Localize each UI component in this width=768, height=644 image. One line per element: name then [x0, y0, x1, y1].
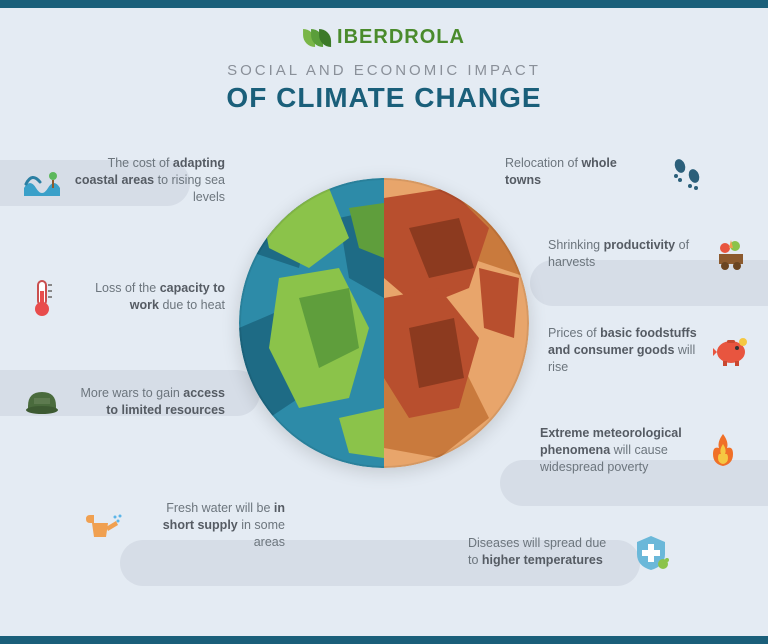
impact-diseases: Diseases will spread due to higher tempe…: [468, 530, 673, 574]
impact-text: Prices of basic foodstuffs and consumer …: [548, 325, 699, 376]
impact-water: Fresh water will be in short supply in s…: [80, 500, 285, 551]
brand-name: IBERDROLA: [337, 26, 465, 49]
fire-icon: [701, 428, 745, 472]
impact-text: More wars to gain access to limited reso…: [74, 385, 225, 419]
impact-text: Diseases will spread due to higher tempe…: [468, 535, 619, 569]
footprints-icon: [666, 150, 710, 194]
globe: [239, 178, 529, 468]
piggy-bank-icon: [709, 328, 753, 372]
impact-text: Shrinking productivity of harvests: [548, 237, 699, 271]
medical-shield-icon: [629, 530, 673, 574]
impact-extreme-weather: Extreme meteorological phenomena will ca…: [540, 425, 745, 476]
impact-harvest: Shrinking productivity of harvests: [548, 232, 753, 276]
impact-coastal: The cost of adapting coastal areas to ri…: [20, 155, 225, 206]
bottom-bar: [0, 636, 768, 644]
top-bar: [0, 0, 768, 8]
impact-text: Relocation of whole towns: [505, 155, 656, 189]
helmet-icon: [20, 380, 64, 424]
impact-prices: Prices of basic foodstuffs and consumer …: [548, 325, 753, 376]
subtitle: SOCIAL AND ECONOMIC IMPACT: [227, 62, 541, 79]
watering-can-icon: [80, 503, 124, 547]
impact-heat-work: Loss of the capacity to work due to heat: [20, 275, 225, 319]
impact-relocation: Relocation of whole towns: [505, 150, 710, 194]
leaf-icon: [303, 29, 331, 47]
impact-text: The cost of adapting coastal areas to ri…: [74, 155, 225, 206]
wave-icon: [20, 158, 64, 202]
impact-text: Extreme meteorological phenomena will ca…: [540, 425, 691, 476]
thermometer-icon: [20, 275, 64, 319]
impact-wars: More wars to gain access to limited reso…: [20, 380, 225, 424]
main-title: OF CLIMATE CHANGE: [226, 82, 541, 114]
harvest-cart-icon: [709, 232, 753, 276]
impact-text: Loss of the capacity to work due to heat: [74, 280, 225, 314]
brand-logo: IBERDROLA: [303, 26, 465, 49]
impact-text: Fresh water will be in short supply in s…: [134, 500, 285, 551]
